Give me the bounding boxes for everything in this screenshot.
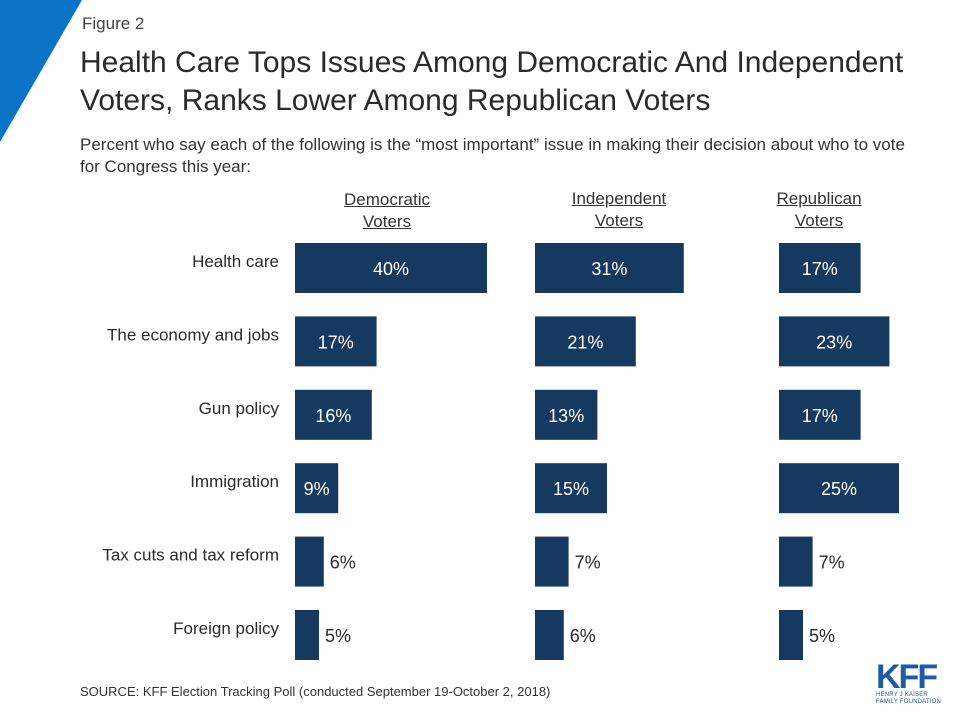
- source-note: SOURCE: KFF Election Tracking Poll (cond…: [80, 684, 551, 699]
- bar-republican-gun-policy: [779, 389, 861, 440]
- kff-logo-subtext-2: FAMILY FOUNDATION: [876, 699, 942, 705]
- kff-logo-subtext-1: HENRY J KAISER: [876, 692, 928, 698]
- corner-accent-stripe: [0, 0, 82, 142]
- bar-independent-health-care: [535, 243, 684, 293]
- bar-democratic-the-economy-and-jobs: [295, 316, 377, 367]
- column-header-democratic: Democratic Voters: [312, 189, 462, 233]
- data-label-republican-gun-policy: 17%: [802, 406, 838, 426]
- data-label-democratic-the-economy-and-jobs: 17%: [318, 332, 354, 352]
- bar-independent-gun-policy: [535, 389, 598, 440]
- bar-democratic-immigration: [295, 463, 339, 514]
- kff-logo: KFF HENRY J KAISER FAMILY FOUNDATION: [876, 658, 946, 706]
- data-label-independent-the-economy-and-jobs: 21%: [567, 332, 603, 352]
- figure-label: Figure 2: [82, 14, 145, 33]
- data-label-democratic-health-care: 40%: [373, 259, 409, 279]
- data-label-democratic-gun-policy: 16%: [315, 406, 351, 426]
- data-label-independent-tax-cuts-and-tax-reform: 7%: [575, 553, 601, 573]
- bar-democratic-foreign-policy: [295, 610, 319, 660]
- column-header-independent-line2: Voters: [594, 211, 644, 230]
- category-label-foreign-policy: Foreign policy: [173, 619, 279, 638]
- bar-democratic-tax-cuts-and-tax-reform: [295, 536, 324, 587]
- category-label-tax-cuts-and-tax-reform: Tax cuts and tax reform: [102, 546, 279, 565]
- bar-republican-foreign-policy: [779, 610, 803, 660]
- data-label-independent-immigration: 15%: [553, 479, 589, 499]
- bar-independent-the-economy-and-jobs: [535, 316, 636, 367]
- bar-republican-the-economy-and-jobs: [779, 316, 890, 367]
- data-label-democratic-tax-cuts-and-tax-reform: 6%: [330, 553, 356, 573]
- bar-democratic-health-care: [295, 243, 487, 293]
- column-header-republican: Republican Voters: [744, 188, 894, 232]
- bar-independent-foreign-policy: [535, 610, 564, 660]
- bar-republican-health-care: [779, 243, 861, 293]
- column-header-democratic-line2: Voters: [362, 212, 412, 231]
- category-label-the-economy-and-jobs: The economy and jobs: [107, 325, 279, 344]
- column-header-democratic-line1: Democratic: [344, 190, 430, 209]
- chart-subtitle: Percent who say each of the following is…: [80, 135, 905, 176]
- data-label-republican-tax-cuts-and-tax-reform: 7%: [819, 553, 845, 573]
- kff-logo-mark: KFF: [876, 658, 938, 696]
- data-label-republican-foreign-policy: 5%: [809, 626, 835, 646]
- data-label-independent-foreign-policy: 6%: [570, 626, 596, 646]
- category-label-gun-policy: Gun policy: [199, 399, 280, 418]
- column-header-republican-line1: Republican: [776, 189, 862, 208]
- data-label-independent-gun-policy: 13%: [548, 406, 584, 426]
- data-label-independent-health-care: 31%: [591, 259, 627, 279]
- bar-republican-immigration: [779, 463, 899, 514]
- data-label-democratic-foreign-policy: 5%: [325, 626, 351, 646]
- data-label-democratic-immigration: 9%: [304, 479, 330, 499]
- data-label-republican-the-economy-and-jobs: 23%: [816, 332, 852, 352]
- data-label-republican-immigration: 25%: [821, 479, 857, 499]
- bar-republican-tax-cuts-and-tax-reform: [779, 536, 813, 587]
- column-header-independent: Independent Voters: [544, 188, 694, 232]
- category-label-immigration: Immigration: [190, 472, 279, 491]
- chart-title: Health Care Tops Issues Among Democratic…: [80, 46, 904, 117]
- column-header-independent-line1: Independent: [571, 189, 667, 208]
- bar-independent-tax-cuts-and-tax-reform: [535, 536, 569, 587]
- data-label-republican-health-care: 17%: [802, 259, 838, 279]
- bar-independent-immigration: [535, 463, 607, 514]
- column-header-republican-line2: Voters: [794, 211, 844, 230]
- category-label-health-care: Health care: [192, 252, 279, 271]
- bar-democratic-gun-policy: [295, 389, 372, 440]
